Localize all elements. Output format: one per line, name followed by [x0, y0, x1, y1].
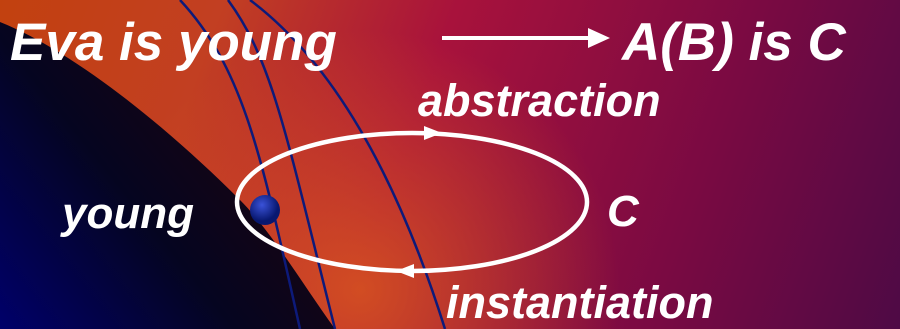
premise-text: Eva is young: [10, 13, 337, 72]
c-label: C: [607, 187, 639, 236]
abstraction-label: abstraction: [418, 75, 661, 126]
instantiation-label: instantiation: [446, 277, 714, 328]
dot-icon: [250, 195, 280, 225]
arrow-right-icon: [588, 28, 610, 48]
young-label: young: [62, 189, 194, 238]
dark-region: [0, 22, 335, 329]
formula-text: A(B) is C: [622, 13, 846, 72]
curve-2: [226, 0, 337, 329]
instantiation-arrowhead-icon: [396, 264, 414, 278]
abstraction-arrowhead-icon: [424, 126, 442, 140]
curve-1: [179, 0, 302, 329]
curve-3: [249, 0, 447, 329]
